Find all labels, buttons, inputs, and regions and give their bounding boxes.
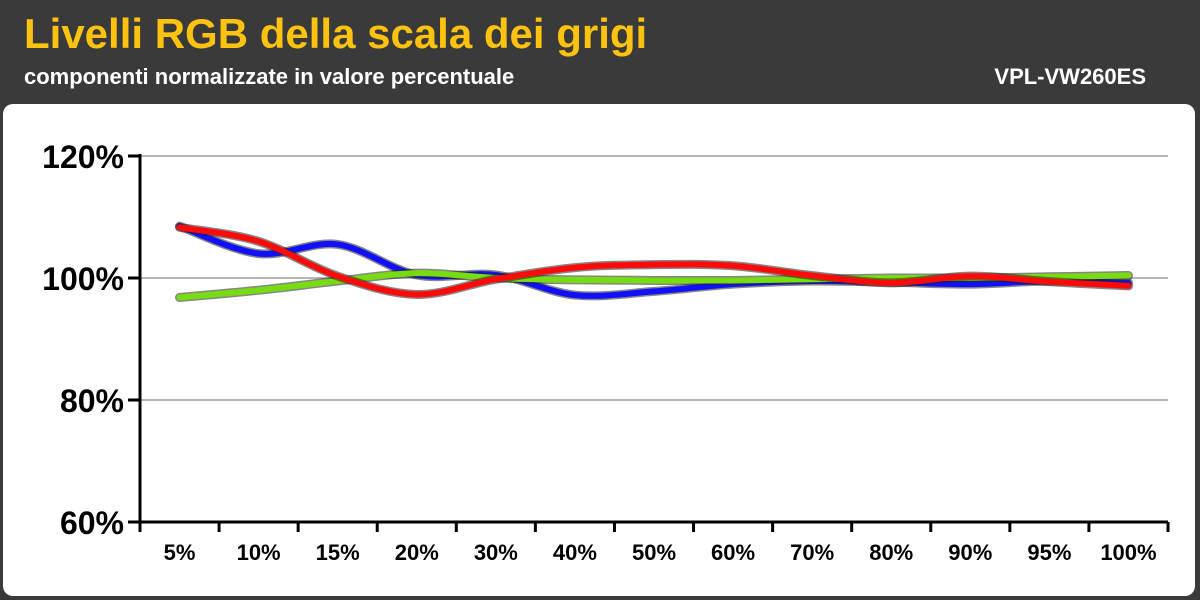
x-tick-labels: 5% 10% 15% 20% 30% 40% 50% 60% 70% 80% 90% 95% 100% [164, 540, 1157, 565]
x-tick-label: 5% [164, 540, 196, 565]
x-tick-label: 50% [632, 540, 676, 565]
chart-title: Livelli RGB della scala dei grigi [24, 10, 648, 57]
x-tick-label: 10% [237, 540, 281, 565]
series-lines [175, 221, 1133, 303]
x-tick-label: 30% [474, 540, 518, 565]
y-tick-label: 60% [60, 505, 124, 541]
x-tick-label: 20% [395, 540, 439, 565]
x-tick-label: 100% [1100, 540, 1156, 565]
chart-subtitle: componenti normalizzate in valore percen… [24, 64, 515, 89]
series-line-red [175, 222, 1133, 299]
x-tick-label: 90% [948, 540, 992, 565]
x-tick-label: 60% [711, 540, 755, 565]
chart-panel [3, 104, 1195, 596]
y-tick-label: 120% [42, 139, 124, 175]
header: Livelli RGB della scala dei grigi compon… [0, 0, 1200, 100]
model-label: VPL-VW260ES [994, 64, 1146, 89]
y-tick-label: 100% [42, 261, 124, 297]
x-tick-label: 80% [869, 540, 913, 565]
x-tick-label: 70% [790, 540, 834, 565]
x-tick-label: 95% [1027, 540, 1071, 565]
axes [128, 154, 1170, 532]
y-tick-labels: 60% 80% 100% 120% [42, 139, 124, 541]
x-tick-label: 15% [316, 540, 360, 565]
y-tick-label: 80% [60, 383, 124, 419]
x-tick-label: 40% [553, 540, 597, 565]
